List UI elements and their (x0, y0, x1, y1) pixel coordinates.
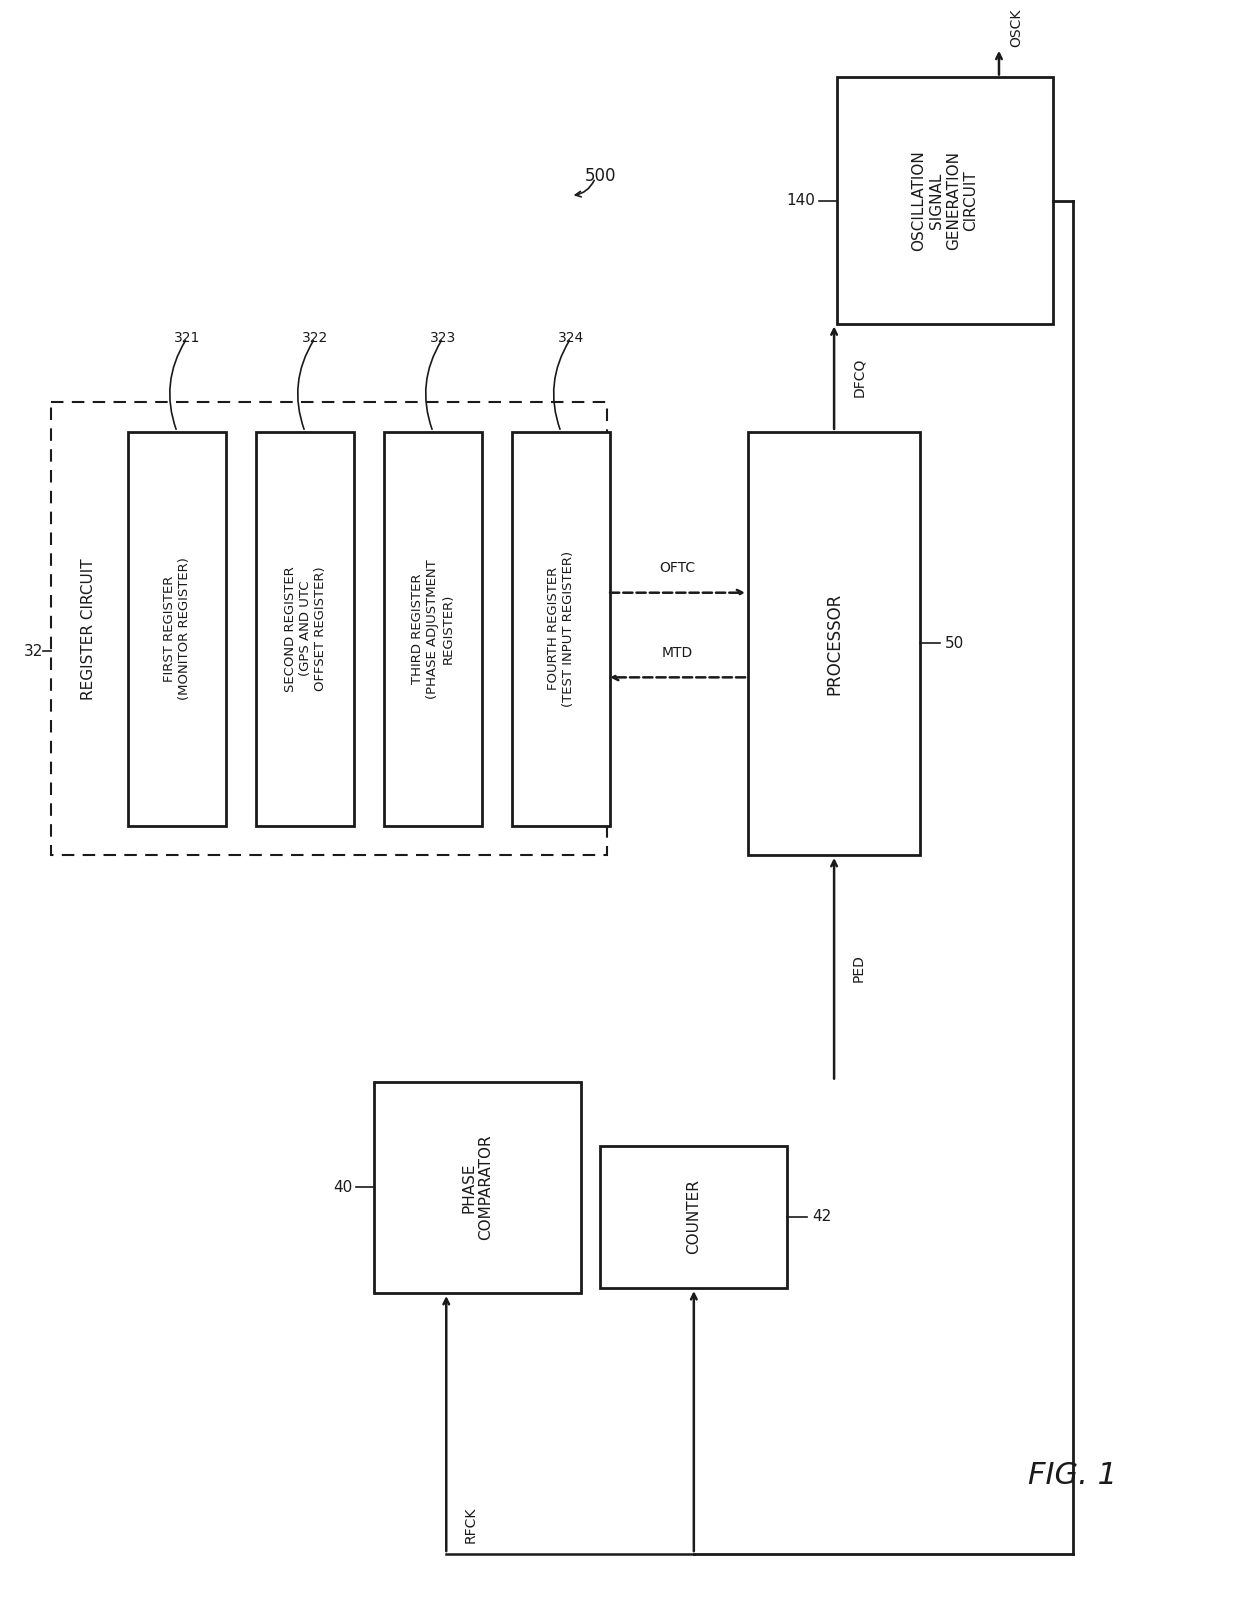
Text: SECOND REGISTER
(GPS AND UTC
OFFSET REGISTER): SECOND REGISTER (GPS AND UTC OFFSET REGI… (284, 566, 326, 691)
Text: 32: 32 (24, 644, 43, 659)
Text: THIRD REGISTER
(PHASE ADJUSTMENT
REGISTER): THIRD REGISTER (PHASE ADJUSTMENT REGISTE… (412, 560, 455, 699)
Bar (512, 431, 610, 826)
Text: PED: PED (852, 954, 866, 983)
Text: FIG. 1: FIG. 1 (1028, 1461, 1117, 1489)
Bar (600, 1145, 787, 1288)
Text: COUNTER: COUNTER (686, 1179, 702, 1254)
Text: REGISTER CIRCUIT: REGISTER CIRCUIT (81, 558, 95, 699)
Bar (51, 402, 608, 855)
Bar (748, 431, 920, 855)
Text: OFTC: OFTC (660, 561, 696, 574)
Text: MTD: MTD (662, 646, 693, 660)
Bar (383, 431, 482, 826)
Text: DFCQ: DFCQ (852, 358, 866, 397)
Text: OSCILLATION
SIGNAL
GENERATION
CIRCUIT: OSCILLATION SIGNAL GENERATION CIRCUIT (911, 151, 978, 251)
Text: 40: 40 (334, 1179, 352, 1195)
Bar (837, 78, 1053, 323)
Text: 50: 50 (945, 636, 963, 650)
Text: FIRST REGISTER
(MONITOR REGISTER): FIRST REGISTER (MONITOR REGISTER) (162, 558, 191, 701)
Text: RFCK: RFCK (464, 1507, 477, 1543)
Text: 323: 323 (430, 331, 456, 345)
Bar (128, 431, 226, 826)
Text: 324: 324 (558, 331, 584, 345)
Text: PROCESSOR: PROCESSOR (825, 592, 843, 694)
Bar (255, 431, 355, 826)
Bar (374, 1082, 580, 1293)
Text: PHASE
COMPARATOR: PHASE COMPARATOR (461, 1134, 494, 1241)
Text: 322: 322 (301, 331, 327, 345)
Text: 42: 42 (812, 1210, 831, 1225)
Text: 321: 321 (174, 331, 200, 345)
Text: FOURTH REGISTER
(TEST INPUT REGISTER): FOURTH REGISTER (TEST INPUT REGISTER) (547, 551, 575, 707)
Text: 140: 140 (786, 193, 815, 208)
Text: OSCK: OSCK (1009, 10, 1024, 47)
Text: 500: 500 (584, 167, 616, 185)
